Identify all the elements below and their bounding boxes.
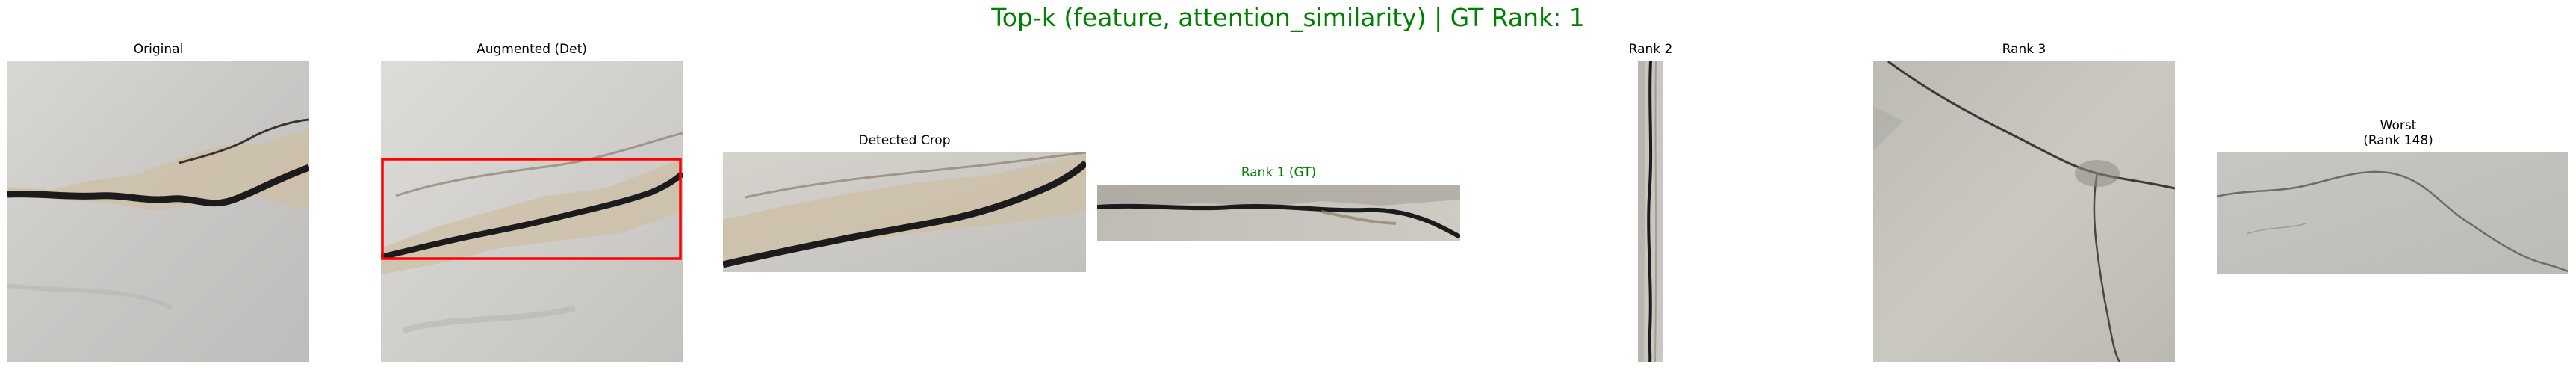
- detection-box: [381, 158, 682, 260]
- figure-title: Top-k (feature, attention_similarity) | …: [991, 3, 1585, 32]
- panel-caption-worst-line2: (Rank 148): [2363, 133, 2433, 148]
- worst-image: [2217, 152, 2568, 274]
- panel-caption-rank-1: Rank 1 (GT): [1241, 165, 1317, 180]
- original-image: [7, 61, 309, 362]
- panel-caption-worst-line1: Worst: [2380, 118, 2417, 133]
- panel-caption-worst: Worst (Rank 148): [2217, 118, 2576, 148]
- rank-1-image: [1097, 185, 1460, 241]
- panel-caption-original: Original: [133, 42, 184, 57]
- panel-caption-rank-2: Rank 2: [1628, 42, 1673, 57]
- panel-caption-rank-3: Rank 3: [2002, 42, 2046, 57]
- rank-3-image: [1873, 61, 2175, 362]
- rank-2-image: [1638, 61, 1663, 362]
- panel-caption-detected-crop: Detected Crop: [858, 133, 951, 148]
- augmented-image: [381, 61, 683, 362]
- panel-caption-augmented: Augmented (Det): [477, 42, 587, 57]
- detected-crop-image: [723, 152, 1086, 272]
